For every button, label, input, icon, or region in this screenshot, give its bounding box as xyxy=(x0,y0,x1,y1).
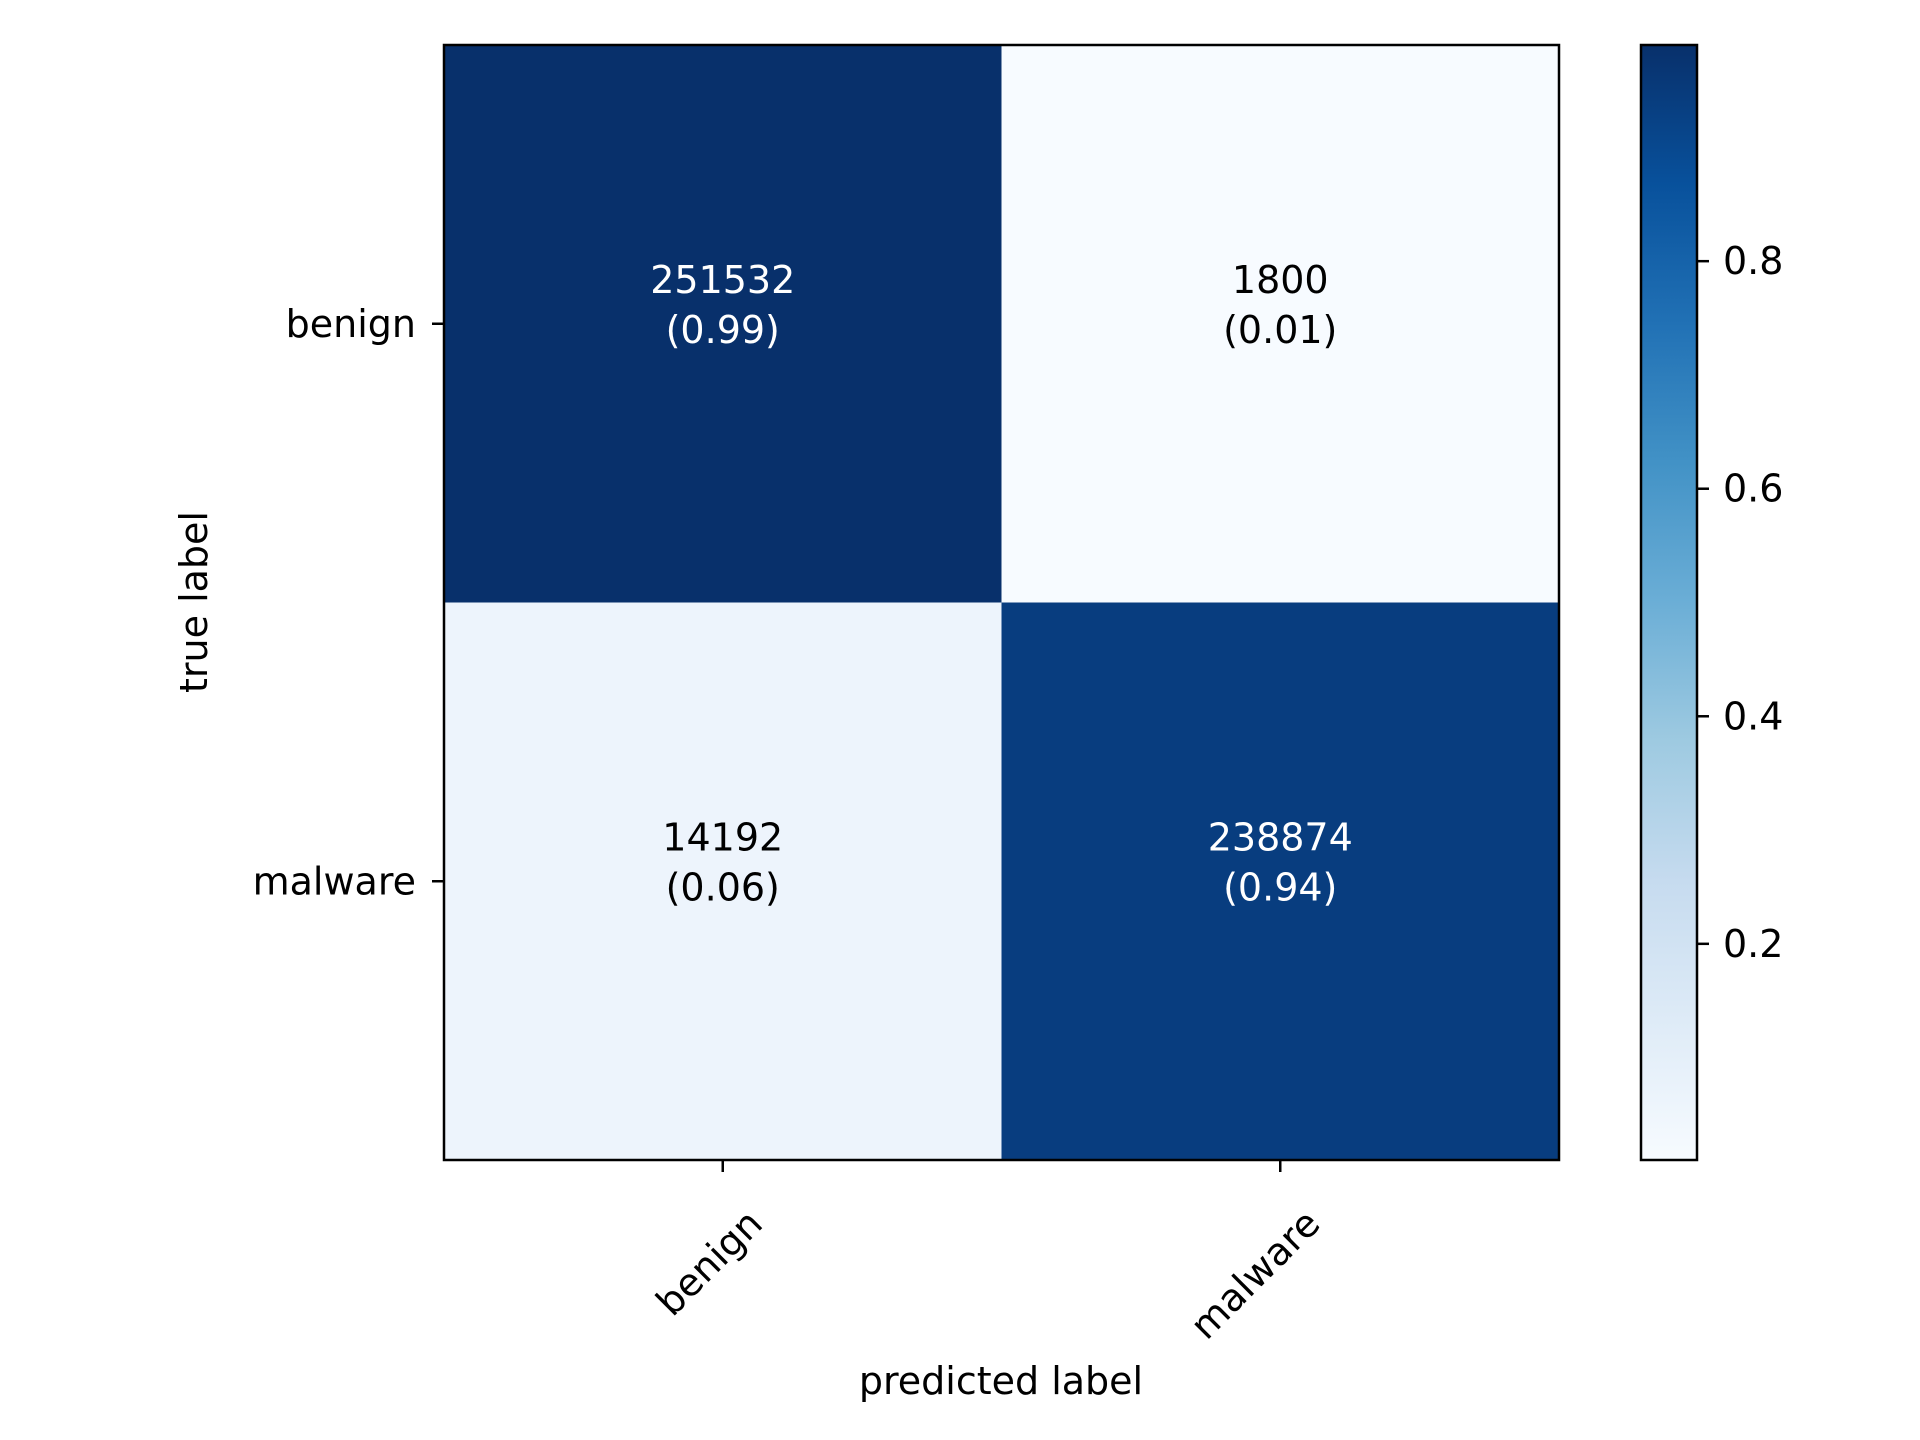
cell-fraction-label: (0.99) xyxy=(666,308,780,352)
heatmap-cell-benign-benign xyxy=(444,45,1002,603)
x-tick-label: benign xyxy=(648,1201,771,1324)
heatmap-cell-malware-benign xyxy=(444,602,1002,1160)
colorbar-gradient xyxy=(1641,45,1697,1160)
cell-count-label: 14192 xyxy=(662,815,783,859)
colorbar-tick-label: 0.2 xyxy=(1723,922,1783,966)
x-axis-label: predicted label xyxy=(859,1359,1143,1403)
cell-count-label: 238874 xyxy=(1208,815,1353,859)
cell-fraction-label: (0.94) xyxy=(1223,865,1337,909)
y-axis-ticks: benign malware xyxy=(253,302,444,903)
colorbar: 0.2 0.4 0.6 0.8 xyxy=(1639,43,1783,1162)
colorbar-tick-label: 0.8 xyxy=(1723,239,1783,283)
y-axis-label: true label xyxy=(172,511,216,693)
y-tick-label: benign xyxy=(286,302,416,346)
x-axis-ticks: benign malware xyxy=(648,1160,1329,1348)
colorbar-tick-label: 0.4 xyxy=(1723,694,1783,738)
colorbar-frame xyxy=(1639,43,1699,1162)
colorbar-ticks: 0.2 0.4 0.6 0.8 xyxy=(1697,239,1783,966)
cell-fraction-label: (0.06) xyxy=(666,865,780,909)
heatmap-cell-benign-malware xyxy=(1001,45,1559,603)
colorbar-tick-label: 0.6 xyxy=(1723,467,1783,511)
cell-fraction-label: (0.01) xyxy=(1223,308,1337,352)
y-tick-label: malware xyxy=(253,859,416,903)
cell-count-label: 251532 xyxy=(650,258,795,302)
cell-count-label: 1800 xyxy=(1232,258,1329,302)
heatmap-cells xyxy=(444,45,1559,1160)
heatmap-cell-malware-malware xyxy=(1001,602,1559,1160)
x-tick-label: malware xyxy=(1182,1201,1329,1348)
plot-frame xyxy=(442,43,1561,1162)
heatmap-cell-labels: 251532 (0.99) 1800 (0.01) 14192 (0.06) 238874 (… xyxy=(650,258,1353,910)
